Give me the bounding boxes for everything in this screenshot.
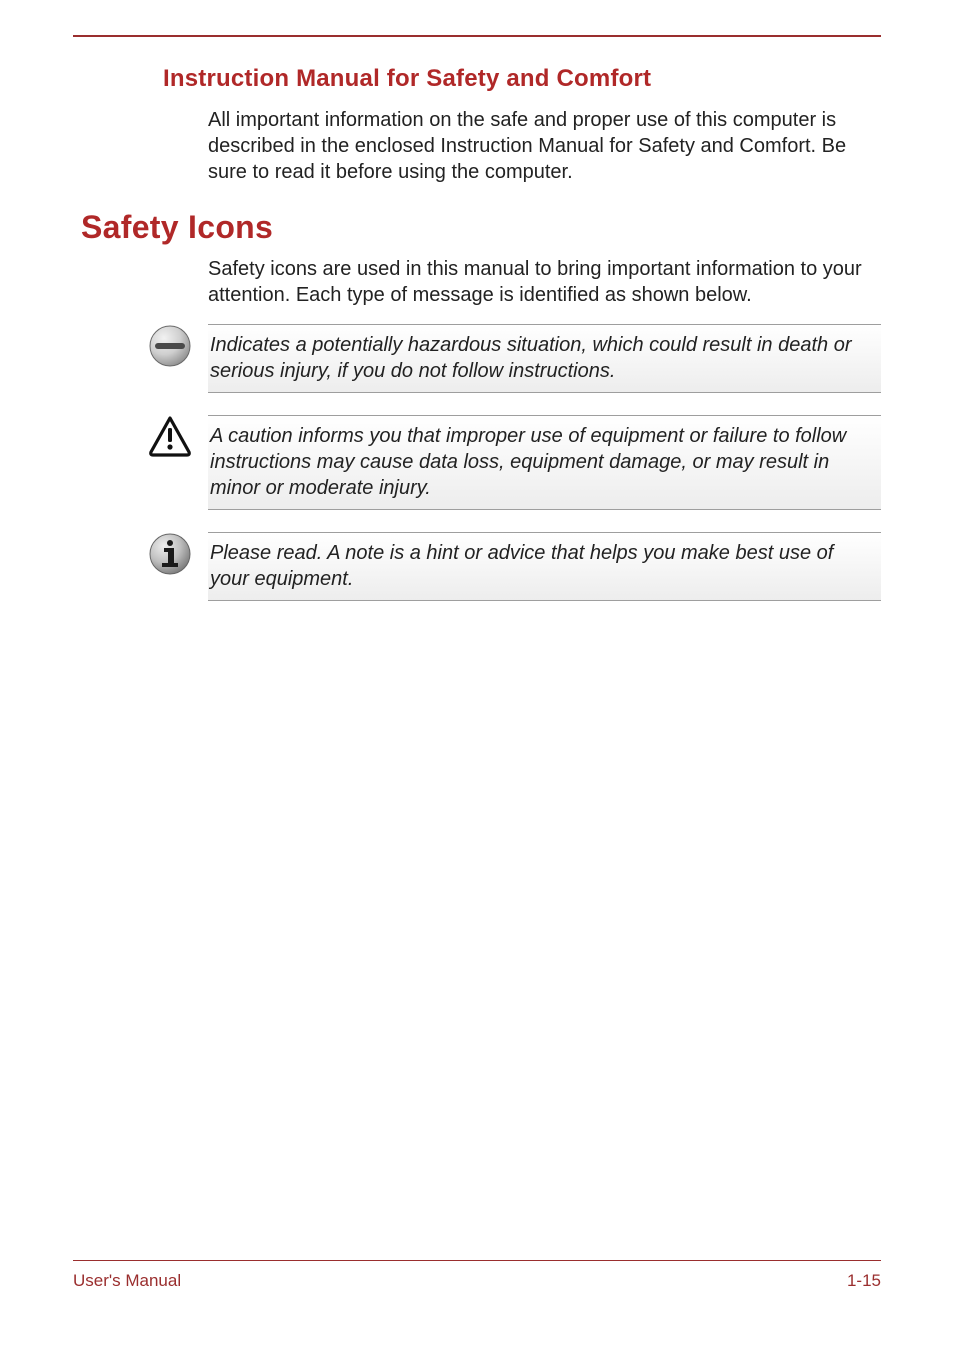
header-rule (73, 35, 881, 37)
footer-rule (73, 1260, 881, 1261)
section-paragraph: All important information on the safe an… (208, 107, 881, 185)
safety-icons-intro: Safety icons are used in this manual to … (208, 256, 881, 308)
footer-right: 1-15 (847, 1271, 881, 1291)
callout-text: Indicates a potentially hazardous situat… (208, 324, 881, 393)
info-icon (148, 532, 192, 581)
callout-text: A caution informs you that improper use … (208, 415, 881, 510)
footer-left: User's Manual (73, 1271, 181, 1291)
callout-danger: Indicates a potentially hazardous situat… (148, 324, 881, 393)
callout-caution: A caution informs you that improper use … (148, 415, 881, 510)
manual-page: Instruction Manual for Safety and Comfor… (0, 0, 954, 1345)
callout-text: Please read. A note is a hint or advice … (208, 532, 881, 601)
callout-note: Please read. A note is a hint or advice … (148, 532, 881, 601)
warning-icon (148, 415, 192, 464)
section-heading-instruction-manual: Instruction Manual for Safety and Comfor… (163, 65, 881, 93)
page-footer: User's Manual 1-15 (73, 1260, 881, 1291)
section-heading-safety-icons: Safety Icons (81, 209, 881, 246)
prohibit-icon (148, 324, 192, 373)
